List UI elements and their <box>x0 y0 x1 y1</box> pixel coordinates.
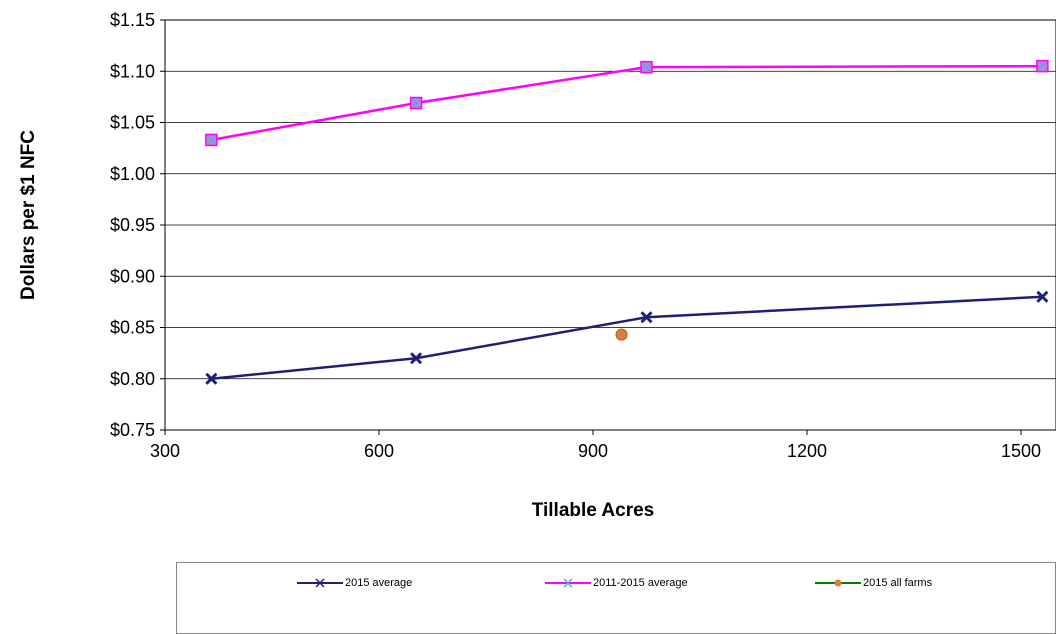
x-tick-label: 900 <box>578 441 608 461</box>
x-tick-label: 600 <box>364 441 394 461</box>
data-point-s1 <box>1036 59 1049 73</box>
chart-legend: 2015 average 2011-2015 average 2015 all … <box>176 562 1056 634</box>
data-point-s2 <box>615 328 628 341</box>
series-markers <box>205 59 1049 385</box>
y-tick-label: $0.85 <box>110 318 155 338</box>
data-point-s0 <box>640 311 653 324</box>
y-tick-label: $1.10 <box>110 61 155 81</box>
y-axis-ticks: $0.75 $0.80 $0.85 $0.90 $0.95 $1.00 $1.05 $1.10… <box>110 10 165 440</box>
x-tick-label: 1200 <box>787 441 827 461</box>
point-x-mark <box>1036 290 1049 303</box>
series-line-1 <box>211 64 1043 142</box>
point-x-mark <box>640 311 653 324</box>
x-tick-label: 1500 <box>1001 441 1041 461</box>
legend-label-2011-2015-average: 2011-2015 average <box>593 577 688 589</box>
point-x-overlay <box>1037 61 1047 71</box>
legend-swatch-2015-all-farms <box>815 579 861 587</box>
series-line-0 <box>211 295 1043 380</box>
point-x-overlay <box>206 135 216 145</box>
legend-label-2015-all-farms: 2015 all farms <box>863 577 933 589</box>
x-axis-ticks: 300 600 900 1200 1500 <box>150 430 1041 461</box>
data-point-s0 <box>410 352 423 365</box>
point-x-mark <box>205 372 218 385</box>
y-tick-label: $1.05 <box>110 113 155 133</box>
point-x-mark <box>410 352 423 365</box>
y-tick-label: $0.80 <box>110 369 155 389</box>
data-point-s0 <box>205 372 218 385</box>
gridlines <box>165 19 1056 431</box>
data-point-s1 <box>640 60 653 74</box>
y-tick-label: $0.95 <box>110 215 155 235</box>
legend-label-2015-average: 2015 average <box>345 577 413 589</box>
y-tick-label: $1.15 <box>110 10 155 30</box>
data-point-s1 <box>409 96 423 110</box>
point-x-overlay <box>411 98 421 108</box>
legend-item-2015-average: 2015 average <box>297 576 412 590</box>
point-x-overlay <box>642 62 651 72</box>
data-point-s1 <box>205 133 218 147</box>
legend-item-2011-2015-average: 2011-2015 average <box>545 576 688 590</box>
y-tick-label: $1.00 <box>110 164 155 184</box>
legend-swatch-2015-average <box>297 578 343 588</box>
legend-item-2015-all-farms: 2015 all farms <box>815 576 932 590</box>
x-axis-title: Tillable Acres <box>532 500 655 521</box>
line-chart: $0.75 $0.80 $0.85 $0.90 $0.95 $1.00 $1.05 $1.10… <box>18 10 1056 521</box>
x-tick-label: 300 <box>150 441 180 461</box>
series-lines <box>211 64 1043 380</box>
y-tick-label: $0.90 <box>110 266 155 286</box>
data-point-s0 <box>1036 290 1049 303</box>
legend-swatch-2011-2015-average <box>545 578 591 588</box>
y-tick-label: $0.75 <box>110 420 155 440</box>
y-axis-title: Dollars per $1 NFC <box>18 130 39 300</box>
